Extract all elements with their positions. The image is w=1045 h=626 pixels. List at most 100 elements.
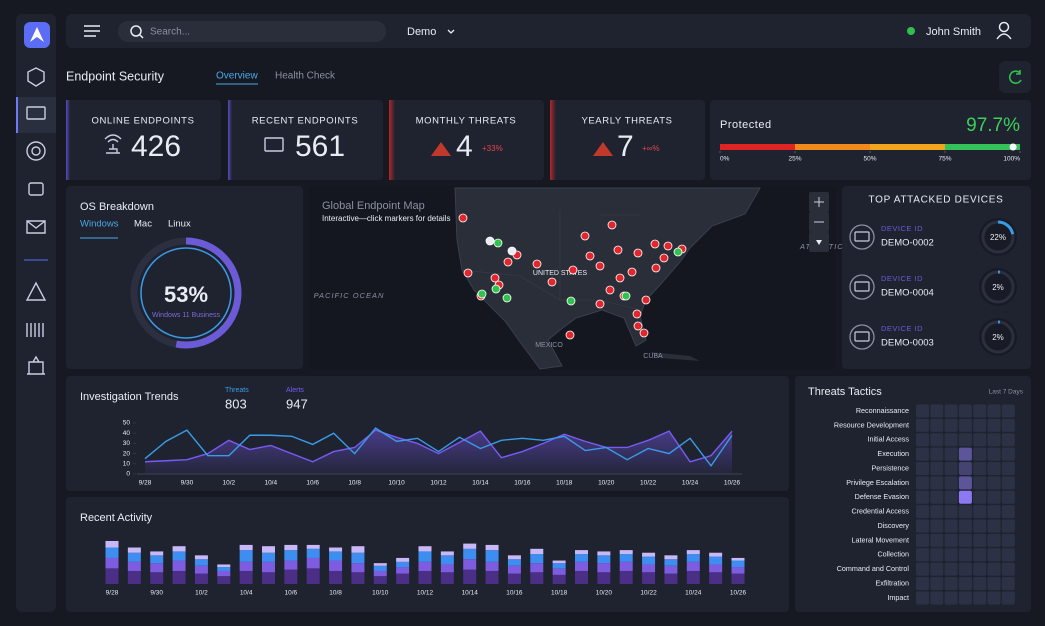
heat-cell	[987, 404, 1001, 418]
map-marker[interactable]	[491, 284, 501, 294]
nav-shield[interactable]	[27, 67, 45, 87]
heat-cell	[930, 490, 944, 504]
map-marker[interactable]	[615, 273, 625, 283]
heat-cell	[944, 433, 958, 447]
bar-segment	[709, 572, 723, 584]
bar-segment	[619, 570, 633, 584]
kpi-label: YEARLY THREATS	[581, 116, 672, 127]
heat-cell	[944, 591, 958, 605]
map-marker[interactable]	[477, 289, 487, 299]
bar-segment	[172, 546, 186, 552]
nav-target[interactable]	[26, 141, 46, 161]
bar-segment	[306, 548, 320, 558]
user-icon[interactable]	[998, 21, 1010, 33]
heat-cell	[987, 490, 1001, 504]
bar-segment	[329, 547, 343, 552]
map-marker[interactable]	[595, 299, 605, 309]
bar-segment	[172, 551, 186, 561]
sidebar	[16, 14, 56, 612]
nav-bug[interactable]	[28, 182, 44, 196]
heat-cell	[973, 447, 987, 461]
map-marker[interactable]	[566, 296, 576, 306]
bar-segment	[642, 572, 656, 584]
bar-segment	[351, 546, 365, 553]
map-marker[interactable]	[641, 295, 651, 305]
heat-cell	[973, 505, 987, 519]
map-marker[interactable]	[568, 265, 578, 275]
bar-segment	[440, 551, 454, 556]
map-marker[interactable]	[532, 259, 542, 269]
map-marker[interactable]	[639, 328, 649, 338]
legend-name: Threats	[225, 387, 249, 394]
heat-cell	[973, 548, 987, 562]
map-marker[interactable]	[607, 220, 617, 230]
map-marker[interactable]	[663, 241, 673, 251]
tab[interactable]: Overview	[216, 71, 258, 82]
bar-segment	[373, 563, 387, 566]
x-tick-label: 10/2	[223, 480, 236, 487]
bar-segment	[530, 572, 544, 584]
map-marker[interactable]	[458, 213, 468, 223]
bar-segment	[575, 550, 588, 555]
bar-segment	[194, 573, 208, 584]
map-marker[interactable]	[490, 273, 500, 283]
map-marker[interactable]	[673, 247, 683, 257]
map-marker[interactable]	[565, 330, 575, 340]
map-marker[interactable]	[595, 261, 605, 271]
os-tab[interactable]: Linux	[168, 219, 191, 230]
kpi-icon	[104, 134, 122, 154]
heat-cell	[916, 418, 929, 432]
os-tab[interactable]: Mac	[134, 219, 152, 230]
bar-segment	[575, 554, 588, 562]
nav-mail[interactable]	[26, 220, 46, 234]
nav-alert[interactable]	[25, 281, 47, 301]
os-tab[interactable]: Windows	[80, 219, 119, 230]
search-box[interactable]	[118, 21, 386, 42]
kpi-accent	[66, 100, 70, 180]
map-marker[interactable]	[585, 251, 595, 261]
map-marker[interactable]	[463, 268, 473, 278]
map-marker[interactable]	[621, 291, 631, 301]
map-marker[interactable]	[503, 257, 513, 267]
map-marker[interactable]	[659, 253, 669, 263]
heat-cell	[973, 418, 987, 432]
x-tick-label: 9/28	[106, 590, 119, 597]
map-marker[interactable]	[547, 277, 557, 287]
workspace-select[interactable]: Demo	[407, 26, 436, 38]
x-tick-label: 10/16	[514, 480, 531, 487]
refresh-button[interactable]	[999, 61, 1031, 93]
top-attacked-title: TOP ATTACKED DEVICES	[869, 195, 1004, 206]
map-marker[interactable]	[580, 231, 590, 241]
map-marker[interactable]	[605, 285, 615, 295]
user-name[interactable]: John Smith	[926, 26, 981, 38]
map-marker[interactable]	[627, 267, 637, 277]
bar-segment	[507, 555, 521, 560]
nav-barcode[interactable]	[26, 323, 44, 337]
bar-segment	[597, 572, 611, 584]
device-id[interactable]: DEMO-0004	[881, 288, 934, 299]
nav-settings[interactable]	[27, 355, 45, 375]
kpi-card	[228, 100, 383, 180]
device-id[interactable]: DEMO-0002	[881, 238, 934, 249]
map-marker[interactable]	[633, 321, 643, 331]
map-marker[interactable]	[650, 239, 660, 249]
menu-button[interactable]	[84, 25, 100, 37]
kpi-row: ONLINE ENDPOINTS RECENT ENDPOINTS MONTHL…	[66, 100, 705, 180]
tab[interactable]: Health Check	[275, 71, 336, 82]
map-marker[interactable]	[632, 309, 642, 319]
nav-endpoints[interactable]	[26, 106, 46, 120]
bar-segment	[530, 563, 544, 573]
heat-cell	[944, 533, 958, 547]
row-label: Execution	[877, 449, 909, 458]
map-marker[interactable]	[633, 248, 643, 258]
map-marker[interactable]	[651, 263, 661, 273]
map-marker[interactable]	[507, 246, 517, 256]
device-icon-screen	[854, 331, 870, 342]
map-marker[interactable]	[493, 238, 503, 248]
map-marker[interactable]	[485, 236, 495, 246]
heat-cell	[930, 418, 944, 432]
map-marker[interactable]	[613, 245, 623, 255]
map-marker[interactable]	[502, 293, 512, 303]
x-tick-label: 10/8	[348, 480, 361, 487]
device-id[interactable]: DEMO-0003	[881, 338, 934, 349]
